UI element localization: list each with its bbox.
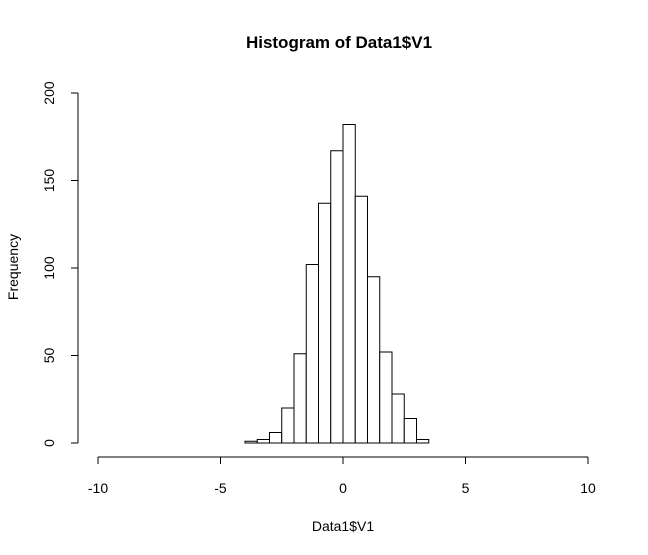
histogram-bar xyxy=(244,440,258,444)
chart-title: Histogram of Data1$V1 xyxy=(246,33,432,52)
x-tick-label: -5 xyxy=(214,480,227,496)
y-tick-label: 150 xyxy=(41,169,57,193)
x-tick-label: 10 xyxy=(580,480,596,496)
histogram-bar xyxy=(293,353,307,444)
x-axis-label: Data1$V1 xyxy=(312,518,374,534)
y-tick-label: 100 xyxy=(41,256,57,280)
y-axis-label: Frequency xyxy=(5,234,21,300)
histogram-bar xyxy=(305,264,319,444)
x-tick-label: 0 xyxy=(339,480,347,496)
y-tick-label: 0 xyxy=(41,439,57,447)
histogram-bar xyxy=(416,439,430,444)
histogram-bar xyxy=(391,393,405,444)
x-tick-label: 5 xyxy=(462,480,470,496)
histogram-bar xyxy=(318,202,332,444)
y-axis: 0 50 100 150 200 xyxy=(41,81,79,447)
histogram-bar xyxy=(403,418,417,444)
x-tick-label: -10 xyxy=(88,480,108,496)
histogram-bar xyxy=(281,407,295,444)
x-axis: -10 -5 0 5 10 xyxy=(88,456,596,496)
histogram-bar xyxy=(256,439,270,444)
y-tick-label: 200 xyxy=(41,81,57,105)
histogram-bar xyxy=(330,150,344,444)
bars-group xyxy=(244,124,430,444)
histogram-bar xyxy=(342,124,356,444)
histogram-bar xyxy=(269,432,283,444)
y-tick-label: 50 xyxy=(41,348,57,364)
histogram-bar xyxy=(367,276,381,444)
histogram-bar xyxy=(379,351,393,444)
histogram-bar xyxy=(354,195,368,444)
